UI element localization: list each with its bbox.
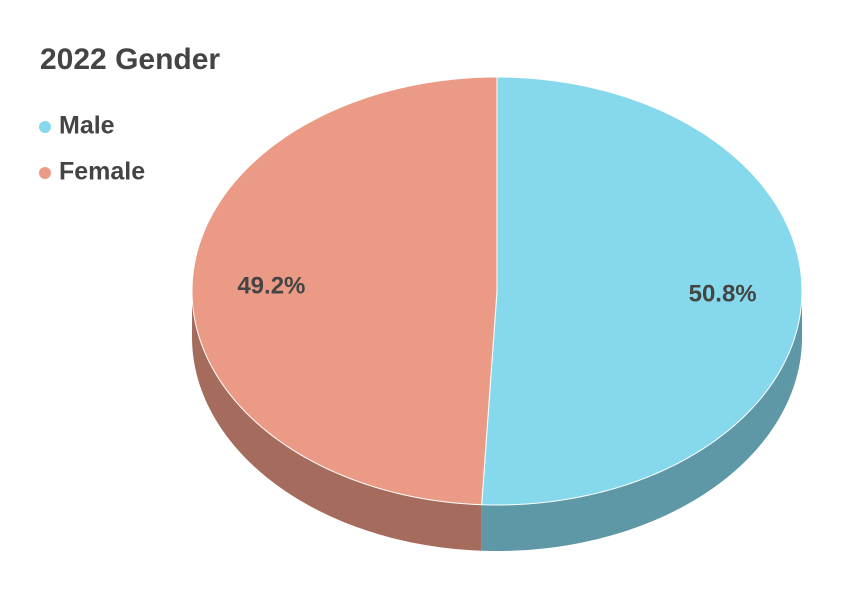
slice-side [481, 291, 802, 551]
legend-marker [39, 167, 51, 179]
value-label: 50.8% [689, 280, 757, 307]
pie-slice [191, 76, 498, 506]
chart-title: 2022 Gender [40, 43, 220, 76]
value-label: 49.2% [237, 272, 305, 299]
legend-label: Female [59, 158, 145, 186]
legend-marker [39, 121, 51, 133]
legend-label: Male [59, 112, 115, 140]
pie-slice [481, 76, 803, 506]
slice-side [192, 291, 482, 551]
